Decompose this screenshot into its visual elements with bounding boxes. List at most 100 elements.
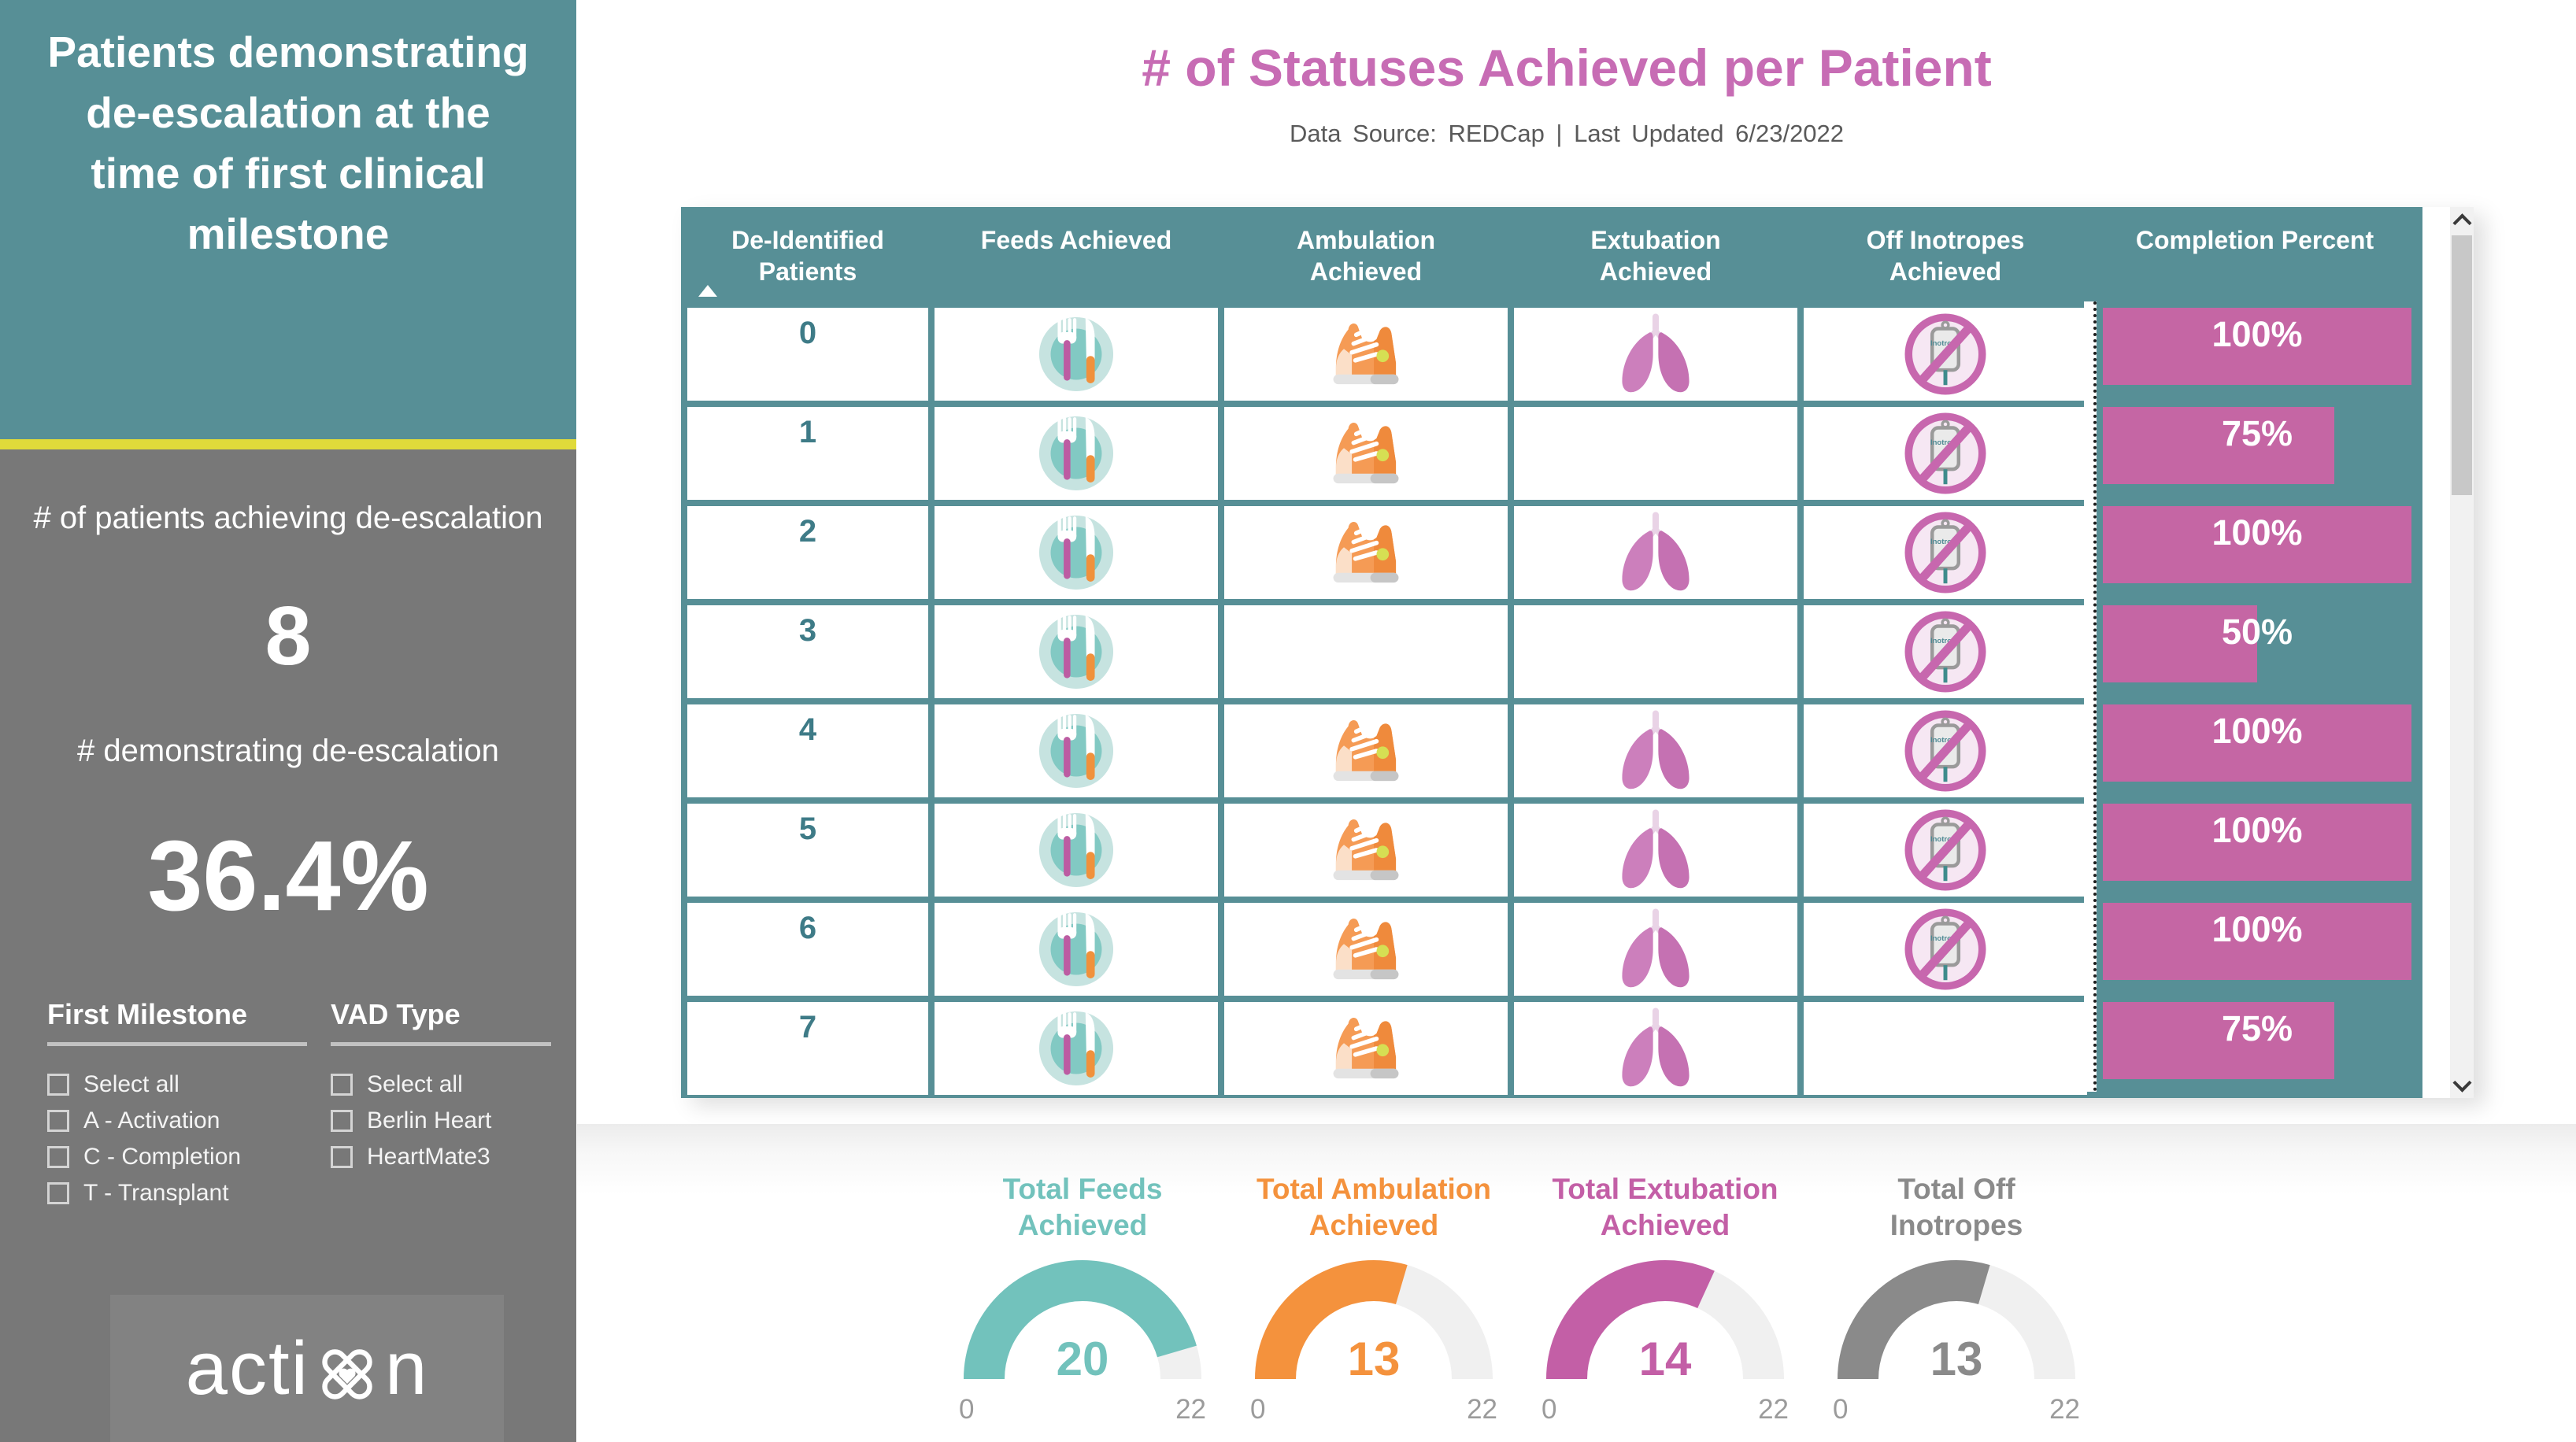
column-header-feeds[interactable]: Feeds Achieved — [980, 226, 1172, 254]
scroll-up-button[interactable] — [2450, 207, 2474, 234]
off-inotropes-cell — [1804, 407, 2087, 500]
checkbox-icon[interactable] — [47, 1182, 69, 1204]
lungs-icon — [1612, 310, 1700, 398]
lungs-icon — [1612, 905, 1700, 993]
off-inotropes-cell — [1804, 804, 2087, 897]
sneaker-icon — [1322, 508, 1410, 597]
filter-option-label: Select all — [83, 1071, 180, 1097]
extubation-cell — [1514, 605, 1797, 698]
column-header-ambulation[interactable]: Ambulation Achieved — [1297, 226, 1435, 286]
ambulation-cell — [1224, 1002, 1508, 1095]
gauge-value: 13 — [1347, 1333, 1401, 1385]
checkbox-icon[interactable] — [331, 1110, 353, 1132]
column-header-extubation[interactable]: Extubation Achieved — [1590, 226, 1721, 286]
off-inotropes-cell — [1804, 506, 2087, 599]
gauge-min: 0 — [1250, 1394, 1266, 1425]
table-row: 7 75% — [687, 1002, 2416, 1095]
table-row: 5 100% — [687, 804, 2416, 897]
statuses-table-visual: De-Identified Patients Feeds Achieved Am… — [681, 207, 2474, 1098]
filter-group-first-milestone: First Milestone Select all A - Activatio… — [47, 998, 307, 1211]
feeds-icon — [1032, 905, 1120, 993]
gauge-arc — [1255, 1260, 1493, 1380]
gauge-arc — [1838, 1260, 2075, 1380]
canvas-shade — [577, 1124, 2576, 1195]
feeds-icon — [1032, 508, 1120, 597]
off-inotropes-cell — [1804, 704, 2087, 797]
patient-id-cell: 7 — [687, 1002, 928, 1095]
gauge-total-off-inotropes: Total Off Inotropes 13 0 22 — [1827, 1171, 2086, 1425]
feeds-cell — [935, 308, 1218, 401]
column-header-completion[interactable]: Completion Percent — [2135, 226, 2374, 254]
chevron-down-icon — [2452, 1073, 2472, 1093]
completion-label: 100% — [2211, 512, 2303, 553]
filter-option-label: T - Transplant — [83, 1180, 229, 1206]
filter-option-label: C - Completion — [83, 1144, 242, 1170]
ambulation-cell — [1224, 903, 1508, 996]
completion-cell: 75% — [2093, 407, 2416, 500]
completion-label: 100% — [2211, 909, 2303, 949]
filter-option-label: Berlin Heart — [367, 1107, 492, 1133]
gauge-min: 0 — [959, 1394, 975, 1425]
off-inotropes-cell — [1804, 903, 2087, 996]
completion-label: 100% — [2211, 711, 2303, 751]
checkbox-icon[interactable] — [331, 1074, 353, 1096]
table-row: 4 100% — [687, 704, 2416, 797]
filter-option-completion[interactable]: C - Completion — [47, 1139, 307, 1175]
completion-bar — [2103, 704, 2411, 782]
filter-option-select-all[interactable]: Select all — [47, 1067, 307, 1103]
filter-option-select-all[interactable]: Select all — [331, 1067, 551, 1103]
no-inotropes-icon — [1901, 608, 1989, 696]
filter-option-transplant[interactable]: T - Transplant — [47, 1175, 307, 1211]
scrollbar-thumb[interactable] — [2452, 235, 2472, 495]
yellow-divider — [0, 439, 576, 449]
completion-cell: 75% — [2093, 1002, 2416, 1095]
chevron-up-icon — [2452, 213, 2472, 232]
action-logo: acti n — [110, 1295, 504, 1442]
filter-option-berlin-heart[interactable]: Berlin Heart — [331, 1103, 551, 1139]
gauge-total-extubation: Total Extubation Achieved 14 0 22 — [1535, 1171, 1795, 1425]
gauge-title: Total Feeds Achieved — [1002, 1173, 1163, 1241]
column-header-patients[interactable]: De-Identified Patients — [687, 213, 928, 301]
extubation-cell — [1514, 704, 1797, 797]
gauge-total-feeds: Total Feeds Achieved 20 0 22 — [953, 1171, 1212, 1425]
table-row: 2 100% — [687, 506, 2416, 599]
extubation-cell — [1514, 1002, 1797, 1095]
scroll-down-button[interactable] — [2450, 1071, 2474, 1098]
completion-cell: 100% — [2093, 804, 2416, 897]
page-subtitle: Data Source: REDCap | Last Updated 6/23/… — [1289, 120, 1845, 147]
logo-text-right: n — [385, 1326, 429, 1411]
ambulation-cell — [1224, 804, 1508, 897]
table-row: 6 100% — [687, 903, 2416, 996]
filter-title: First Milestone — [47, 998, 248, 1030]
sort-ascending-icon[interactable] — [698, 285, 717, 297]
completion-label: 75% — [2221, 413, 2293, 453]
filter-option-heartmate3[interactable]: HeartMate3 — [331, 1139, 551, 1175]
heart-bandage-icon — [311, 1338, 383, 1411]
gauge-max: 22 — [2049, 1394, 2080, 1425]
stat1-label: # of patients achieving de-escalation — [33, 501, 543, 535]
completion-bar — [2103, 1002, 2334, 1079]
table-scrollbar[interactable] — [2450, 207, 2474, 1098]
completion-label: 75% — [2221, 1008, 2293, 1048]
completion-cell: 50% — [2093, 605, 2416, 698]
gauge-arc-fill — [1255, 1260, 1493, 1380]
no-inotropes-icon — [1901, 707, 1989, 795]
gauge-value: 13 — [1930, 1333, 1983, 1385]
patient-id-cell: 3 — [687, 605, 928, 698]
feeds-icon — [1032, 707, 1120, 795]
checkbox-icon[interactable] — [331, 1146, 353, 1168]
sneaker-icon — [1322, 1004, 1410, 1093]
checkbox-icon[interactable] — [47, 1074, 69, 1096]
feeds-icon — [1032, 608, 1120, 696]
patient-id-cell: 0 — [687, 308, 928, 401]
column-header-off-inotropes[interactable]: Off Inotropes Achieved — [1866, 226, 2025, 286]
extubation-cell — [1514, 506, 1797, 599]
completion-bar — [2103, 308, 2411, 385]
ambulation-cell — [1224, 308, 1508, 401]
patient-id-cell: 5 — [687, 804, 928, 897]
gauge-value: 14 — [1638, 1333, 1692, 1385]
gauges-row: Total Feeds Achieved 20 0 22 Total Ambula… — [953, 1171, 2086, 1425]
filter-option-activation[interactable]: A - Activation — [47, 1103, 307, 1139]
checkbox-icon[interactable] — [47, 1110, 69, 1132]
checkbox-icon[interactable] — [47, 1146, 69, 1168]
